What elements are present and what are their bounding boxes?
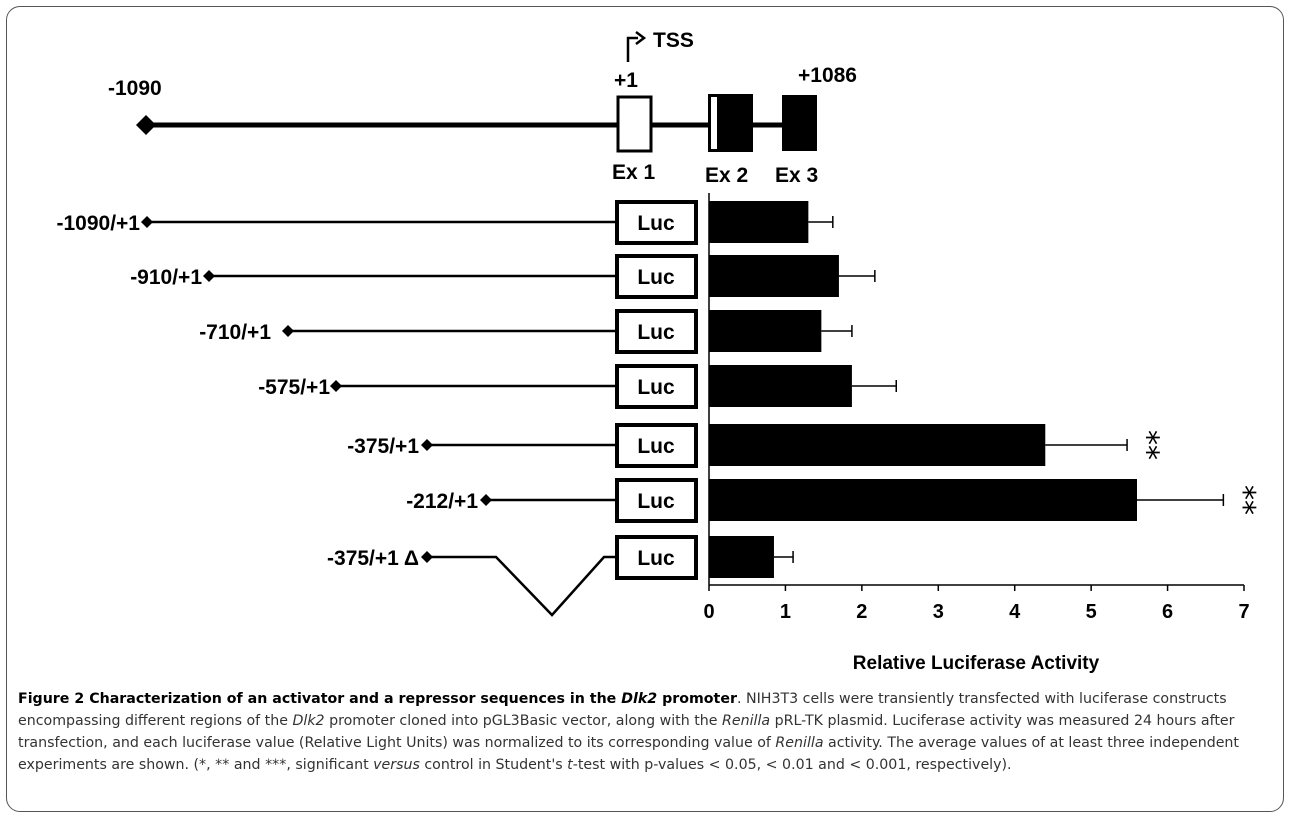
start-diamond (136, 115, 156, 135)
caption-ttest: t (567, 757, 573, 773)
bar (709, 310, 822, 352)
caption-title-b: promoter (657, 691, 737, 707)
x-ticks: 0 1 2 3 4 5 6 7 (703, 585, 1250, 623)
luc-box (615, 423, 698, 468)
luc-box (615, 364, 698, 409)
luc-label: Luc (637, 212, 675, 235)
deletion-line (427, 555, 615, 617)
construct-rows: -1090/+1 Luc -910/+1 Luc -710/+1 Luc -575/+1 Lu… (57, 200, 698, 617)
caption-t2: promoter cloned into pGL3Basic vector, a… (324, 713, 723, 729)
bars: ** ** (709, 201, 1261, 578)
tss-arrowhead (635, 31, 647, 45)
luc-label: Luc (637, 321, 675, 344)
luc-label: Luc (637, 376, 675, 399)
caption-versus: versus (373, 757, 420, 773)
significance-marker: ** (1130, 430, 1165, 460)
bar (709, 365, 852, 407)
caption-renilla-1: Renilla (722, 713, 771, 729)
caption-t4: activity. The average values of at least… (18, 735, 1239, 773)
caption-t6: -test with p-values < 0.05, < 0.01 and <… (572, 757, 1012, 773)
construct-label: -375/+1 Δ (327, 547, 419, 570)
caption-label: Figure 2 (18, 691, 85, 707)
luc-label: Luc (637, 266, 675, 289)
construct-label: -375/+1 (347, 435, 419, 458)
exon-3-box (782, 95, 817, 151)
luc-label: Luc (637, 490, 675, 513)
luc-box (615, 200, 698, 245)
luc-label: Luc (637, 547, 675, 570)
significance-marker: ** (1226, 485, 1261, 515)
figure-frame (6, 6, 1284, 812)
bar (709, 479, 1137, 521)
figure: TSS -1090 +1 +1086 Ex 1 Ex 2 Ex 3 -1090/… (57, 29, 1261, 674)
x-tick-label: 5 (1086, 601, 1097, 623)
x-tick-label: 6 (1162, 601, 1173, 623)
exon-1-label: Ex 1 (612, 161, 656, 184)
caption-t1: . NIH3T3 cells were transiently transfec… (18, 691, 1227, 729)
x-tick-label: 4 (1009, 601, 1021, 623)
exon-3-label: Ex 3 (775, 164, 818, 187)
tss-label: TSS (653, 29, 694, 52)
start-position-label: -1090 (108, 77, 162, 100)
tss-arrow (626, 36, 638, 62)
luc-box (615, 254, 698, 299)
x-tick-label: 2 (856, 601, 867, 623)
bar (709, 536, 774, 578)
caption-title-a: Characterization of an activator and a r… (84, 691, 622, 707)
luc-box (615, 478, 698, 523)
caption-renilla-2: Renilla (775, 735, 824, 751)
x-tick-label: 0 (703, 601, 714, 623)
caption-t3: pRL-TK plasmid. Luciferase activity was … (18, 713, 1235, 751)
x-tick-label: 1 (780, 601, 791, 623)
exon-2-utr (711, 97, 717, 149)
construct-label: -1090/+1 (57, 212, 141, 235)
luc-box (615, 535, 698, 580)
x-tick-label: 7 (1238, 601, 1249, 623)
bar-chart: ** ** 0 1 2 3 4 5 6 7 Relative Luciferase Activi… (703, 193, 1261, 674)
x-axis-title: Relative Luciferase Activity (853, 653, 1100, 674)
luc-label: Luc (637, 435, 675, 458)
bar (709, 424, 1046, 466)
figure-caption: Figure 2 Characterization of an activato… (18, 688, 1273, 776)
caption-t5: control in Student's (419, 757, 568, 773)
x-tick-label: 3 (933, 601, 944, 623)
construct-label: -910/+1 (130, 266, 202, 289)
bar (709, 255, 839, 297)
construct-label: -212/+1 (406, 490, 478, 513)
exon-1-box (616, 95, 653, 153)
luc-box (615, 309, 698, 354)
end-position-label: +1086 (798, 64, 857, 87)
caption-title-gene: Dlk2 (621, 691, 658, 707)
exon-2-label: Ex 2 (705, 164, 748, 187)
plus1-label: +1 (614, 69, 638, 92)
gene-map: TSS -1090 +1 +1086 Ex 1 Ex 2 Ex 3 (108, 29, 857, 187)
caption-gene: Dlk2 (292, 713, 325, 729)
construct-label: -575/+1 (258, 376, 330, 399)
bar (709, 201, 809, 243)
construct-label: -710/+1 (199, 321, 271, 344)
